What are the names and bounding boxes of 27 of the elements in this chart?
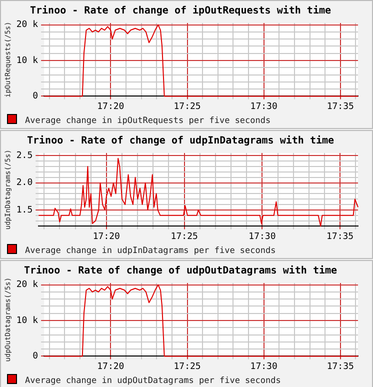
y-tick-label: 2.0 bbox=[16, 178, 33, 188]
x-tick-label: 17:35 bbox=[326, 362, 354, 372]
chart-title: Trinoo - Rate of change of udpInDatagrams with time bbox=[26, 134, 334, 147]
y-tick-label: 20 k bbox=[16, 20, 39, 30]
x-tick-label: 17:20 bbox=[97, 102, 124, 112]
legend-label: Average change in udpInDatagrams per five seconds bbox=[25, 246, 276, 256]
y-tick-label: 0 bbox=[32, 92, 38, 102]
x-tick-label: 17:35 bbox=[326, 232, 354, 242]
x-tick-label: 17:30 bbox=[248, 232, 276, 242]
legend-label: Average change in udpOutDatagrams per five seconds bbox=[25, 376, 281, 386]
x-tick-label: 17:30 bbox=[250, 102, 278, 112]
x-tick-label: 17:35 bbox=[326, 102, 354, 112]
y-tick-label: 10 k bbox=[16, 316, 39, 326]
x-tick-label: 17:25 bbox=[170, 232, 198, 242]
x-tick-label: 17:25 bbox=[174, 362, 201, 372]
x-tick-label: 17:30 bbox=[250, 362, 278, 372]
chart-title: Trinoo - Rate of change of udpOutDatagrams with time bbox=[24, 264, 338, 277]
x-tick-label: 17:20 bbox=[97, 362, 124, 372]
y-tick-label: 1.5 bbox=[16, 205, 33, 216]
y-tick-label: 0 bbox=[32, 352, 38, 362]
x-tick-label: 17:25 bbox=[174, 102, 201, 112]
y-tick-label: 2.5 bbox=[16, 151, 33, 162]
x-tick-label: 17:20 bbox=[92, 232, 120, 242]
chart-title: Trinoo - Rate of change of ipOutRequests with time bbox=[30, 4, 332, 17]
y-tick-label: 20 k bbox=[16, 280, 39, 290]
legend-label: Average change in ipOutRequests per five seconds bbox=[25, 116, 271, 126]
y-tick-label: 10 k bbox=[16, 56, 39, 66]
